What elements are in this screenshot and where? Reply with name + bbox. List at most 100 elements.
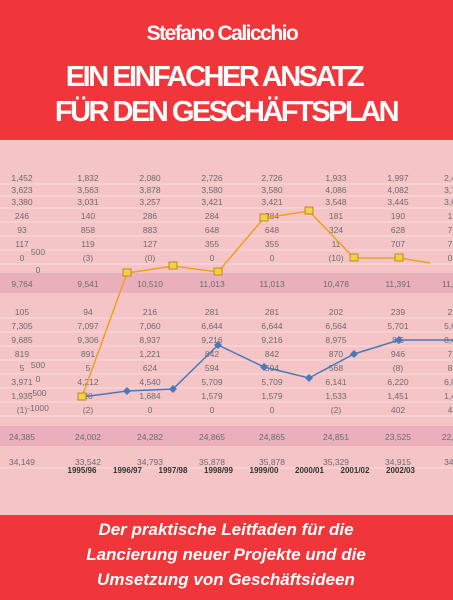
table-cell: 1,684 [139, 391, 161, 401]
table-cell: 35,878 [199, 457, 225, 467]
table-cell: 11,013 [259, 279, 285, 289]
table-cell: 11,5 [442, 279, 453, 289]
table-cell: 33,542 [75, 457, 101, 467]
title-line: FÜR DEN GESCHÄFTSPLAN [55, 95, 398, 128]
table-cell: 1,452 [11, 173, 33, 183]
highlight-row [0, 273, 453, 293]
table-cell: 8 [448, 363, 453, 373]
table-cell: (2) [83, 405, 94, 415]
table-cell: 3,257 [139, 197, 161, 207]
table-cell: 4,086 [325, 185, 347, 195]
table-cell: 4,082 [387, 185, 409, 195]
table-cell: 870 [329, 349, 343, 359]
table-cell: 5 [20, 363, 25, 373]
table-cell: 5,709 [201, 377, 223, 387]
table-cell: 5,6 [444, 321, 453, 331]
table-cell: 1,579 [261, 391, 283, 401]
table-cell: 24,385 [9, 432, 35, 442]
table-cell: 324 [329, 225, 343, 235]
year-label: 1995/96 [68, 466, 97, 475]
table-cell: 355 [265, 239, 279, 249]
year-label: 1996/97 [113, 466, 142, 475]
table-cell: 22,8 [442, 432, 453, 442]
table-cell: 3,6 [444, 197, 453, 207]
table-cell: 246 [15, 211, 29, 221]
table-cell: 2,726 [261, 173, 283, 183]
table-cell: 24,282 [137, 432, 163, 442]
subtitle-line: Lancierung neuer Projekte und die [86, 545, 366, 564]
table-cell: 648 [265, 225, 279, 235]
table-cell: 0 [20, 253, 25, 263]
table-cell: 281 [205, 307, 219, 317]
year-label: 2001/02 [341, 466, 370, 475]
table-cell: 6,141 [325, 377, 347, 387]
table-cell: 6,0 [444, 377, 453, 387]
year-label: 1999/00 [250, 466, 279, 475]
year-label: 1997/98 [159, 466, 188, 475]
table-cell: 3,445 [387, 197, 409, 207]
axis-label: 500 [31, 247, 45, 257]
table-cell: 24,851 [323, 432, 349, 442]
table-cell: 1,451 [387, 391, 409, 401]
table-cell: 105 [15, 307, 29, 317]
axis-label: 500 [31, 360, 45, 370]
table-cell: 117 [15, 239, 29, 249]
table-cell: 2,080 [139, 173, 161, 183]
table-cell: 707 [391, 239, 405, 249]
table-cell: 6,220 [387, 377, 409, 387]
table-cell: 402 [391, 405, 405, 415]
table-cell: 94 [83, 307, 93, 317]
table-cell: 3,380 [11, 197, 33, 207]
table-cell: 1,933 [325, 173, 347, 183]
table-cell: 9,216 [201, 335, 223, 345]
table-cell: 8,975 [325, 335, 347, 345]
table-cell: 7 [448, 225, 453, 235]
table-cell: 1,935 [11, 391, 33, 401]
table-cell: 11,013 [199, 279, 225, 289]
table-cell: 6,564 [325, 321, 347, 331]
table-cell: 93 [17, 225, 27, 235]
table-cell: 6,644 [261, 321, 283, 331]
table-cell: 1,997 [387, 173, 409, 183]
table-cell: 7,305 [11, 321, 33, 331]
table-cell: 7,060 [139, 321, 161, 331]
bottom-band [0, 515, 453, 600]
year-label: 2002/03 [386, 466, 415, 475]
table-cell: 5 [86, 363, 91, 373]
table-cell: 624 [143, 363, 157, 373]
table-cell: 9,216 [261, 335, 283, 345]
table-cell: 7 [448, 349, 453, 359]
table-cell: 1,579 [201, 391, 223, 401]
table-cell: 10,478 [323, 279, 349, 289]
table-cell: (10) [328, 253, 343, 263]
table-cell: 3,421 [201, 197, 223, 207]
table-cell: 10,510 [137, 279, 163, 289]
table-cell: 11 [332, 239, 341, 249]
table-cell: 181 [329, 211, 343, 221]
table-cell: 281 [265, 307, 279, 317]
table-cell: 9,764 [11, 279, 33, 289]
table-cell: 127 [143, 239, 157, 249]
table-cell: 24,865 [259, 432, 285, 442]
table-cell: 858 [81, 225, 95, 235]
table-cell: 0 [148, 405, 153, 415]
table-cell: 355 [205, 239, 219, 249]
table-cell: 8,937 [139, 335, 161, 345]
axis-label: 0 [36, 265, 41, 275]
table-cell: 9,541 [77, 279, 99, 289]
table-cell: 0 [448, 253, 453, 263]
table-cell: 568 [329, 363, 343, 373]
table-cell: 1,4 [444, 391, 453, 401]
table-cell: 190 [391, 211, 405, 221]
table-cell: 0 [270, 253, 275, 263]
table-cell: 0 [210, 405, 215, 415]
table-cell: 6,644 [201, 321, 223, 331]
author: Stefano Calicchio [147, 22, 298, 45]
table-cell: 23,525 [385, 432, 411, 442]
table-cell: 286 [143, 211, 157, 221]
table-cell: 34,915 [385, 457, 411, 467]
table-cell: 9,685 [11, 335, 33, 345]
table-cell: 3,421 [261, 197, 283, 207]
